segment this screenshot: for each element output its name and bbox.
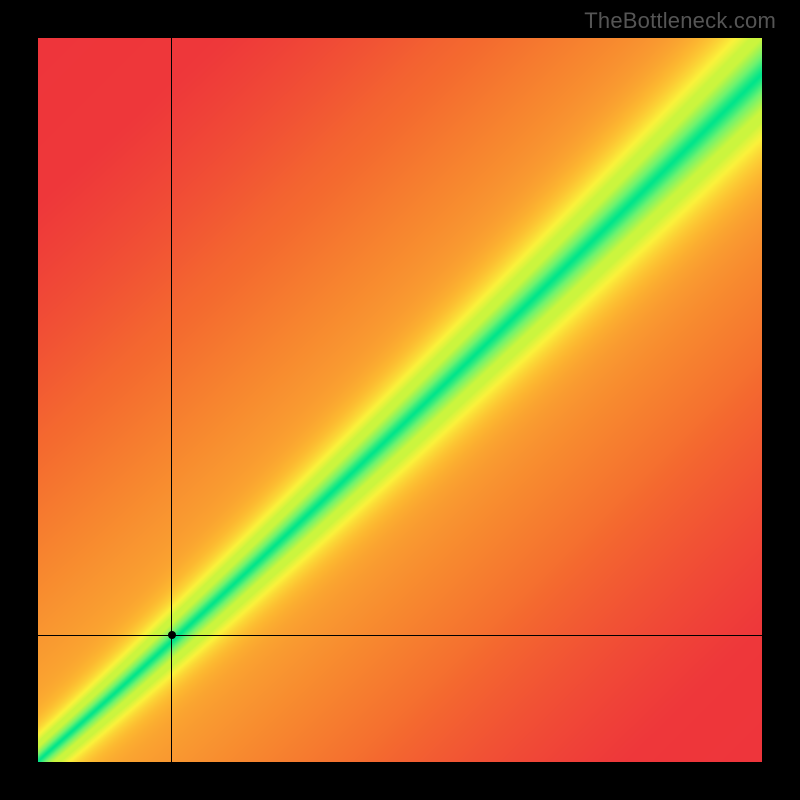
heatmap-plot	[38, 38, 762, 762]
watermark-text: TheBottleneck.com	[584, 8, 776, 34]
crosshair-horizontal	[38, 635, 762, 636]
crosshair-vertical	[171, 38, 172, 762]
heatmap-canvas	[38, 38, 762, 762]
crosshair-marker	[168, 631, 176, 639]
chart-frame: TheBottleneck.com	[0, 0, 800, 800]
